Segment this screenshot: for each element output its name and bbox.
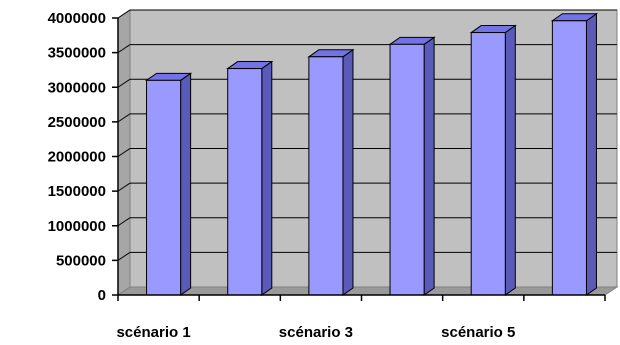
bar-front bbox=[146, 79, 182, 296]
gridline-side bbox=[117, 44, 131, 54]
bar-front bbox=[308, 56, 344, 296]
y-tick-label: 4000000 bbox=[48, 10, 106, 27]
x-axis-category-labels: scénario 1 scénario 3 scénario 5 bbox=[116, 324, 515, 341]
x-category-label: scénario 5 bbox=[441, 324, 515, 341]
y-tick-label: 0 bbox=[98, 287, 106, 304]
bar bbox=[388, 36, 436, 296]
bar-front bbox=[227, 68, 263, 296]
bar-side bbox=[423, 36, 435, 296]
bar bbox=[226, 60, 274, 296]
bar-side bbox=[261, 60, 273, 296]
bar-side bbox=[504, 24, 516, 296]
bar bbox=[550, 12, 599, 296]
bar-front bbox=[389, 43, 425, 296]
bar-side bbox=[585, 12, 597, 296]
bar bbox=[307, 48, 355, 296]
axes bbox=[112, 17, 606, 301]
gridline-side bbox=[117, 78, 131, 88]
y-tick-label: 500000 bbox=[56, 252, 106, 269]
y-tick-label: 3500000 bbox=[48, 45, 106, 62]
bar-front bbox=[470, 32, 506, 296]
gridline-side bbox=[117, 9, 131, 19]
y-tick-label: 2000000 bbox=[48, 149, 106, 166]
floor bbox=[116, 286, 619, 296]
gridline-side bbox=[117, 182, 131, 192]
bar-side bbox=[180, 72, 192, 296]
y-tick-label: 1000000 bbox=[48, 218, 106, 235]
bar bbox=[144, 72, 193, 296]
y-tick-label: 2500000 bbox=[48, 114, 106, 131]
y-tick-label: 3000000 bbox=[48, 79, 106, 96]
bar bbox=[469, 24, 517, 296]
y-tick-label: 1500000 bbox=[48, 183, 106, 200]
x-category-label: scénario 3 bbox=[279, 324, 353, 341]
gridlines bbox=[117, 9, 617, 261]
bar-side bbox=[342, 48, 354, 296]
y-axis-tick-labels: 0 500000 1000000 1500000 2000000 2500000 30000… bbox=[48, 10, 106, 304]
bar-front bbox=[551, 20, 587, 296]
gridline-side bbox=[117, 148, 131, 157]
gridline-side bbox=[117, 113, 131, 123]
gridline-side bbox=[117, 251, 131, 261]
x-category-label: scénario 1 bbox=[116, 324, 190, 341]
gridline-side bbox=[117, 217, 131, 227]
